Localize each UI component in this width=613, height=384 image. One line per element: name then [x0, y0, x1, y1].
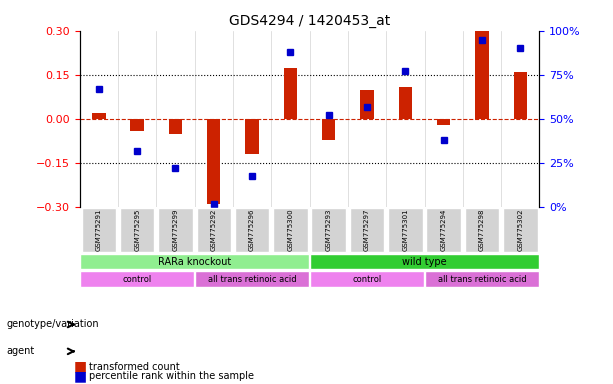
- Bar: [514, 72, 527, 119]
- FancyBboxPatch shape: [80, 271, 194, 287]
- FancyBboxPatch shape: [427, 208, 461, 252]
- Text: GSM775298: GSM775298: [479, 209, 485, 251]
- Bar: [437, 119, 451, 125]
- Text: GSM775299: GSM775299: [172, 209, 178, 251]
- Text: GSM775300: GSM775300: [287, 209, 294, 251]
- FancyBboxPatch shape: [196, 271, 309, 287]
- Bar: [398, 87, 412, 119]
- Text: GSM775296: GSM775296: [249, 209, 255, 251]
- Text: GSM775295: GSM775295: [134, 209, 140, 251]
- Text: GSM775297: GSM775297: [364, 209, 370, 251]
- Text: GSM775294: GSM775294: [441, 209, 447, 251]
- FancyBboxPatch shape: [310, 253, 539, 270]
- Text: agent: agent: [6, 346, 34, 356]
- Text: transformed count: transformed count: [89, 362, 180, 372]
- Bar: [169, 119, 182, 134]
- Text: ■: ■: [74, 360, 86, 374]
- Bar: [131, 119, 144, 131]
- Text: GSM775291: GSM775291: [96, 209, 102, 251]
- Text: all trans retinoic acid: all trans retinoic acid: [438, 275, 527, 284]
- Bar: [475, 31, 489, 119]
- Bar: [322, 119, 335, 140]
- Text: GSM775292: GSM775292: [211, 209, 217, 251]
- Text: genotype/variation: genotype/variation: [6, 319, 99, 329]
- Text: GSM775293: GSM775293: [326, 209, 332, 251]
- Text: GSM775301: GSM775301: [402, 209, 408, 251]
- FancyBboxPatch shape: [273, 208, 308, 252]
- Bar: [207, 119, 221, 204]
- Bar: [284, 68, 297, 119]
- FancyBboxPatch shape: [425, 271, 539, 287]
- FancyBboxPatch shape: [80, 253, 309, 270]
- Text: all trans retinoic acid: all trans retinoic acid: [208, 275, 297, 284]
- Text: ■: ■: [74, 369, 86, 383]
- FancyBboxPatch shape: [311, 208, 346, 252]
- Text: control: control: [123, 275, 152, 284]
- FancyBboxPatch shape: [158, 208, 192, 252]
- Bar: [360, 89, 374, 119]
- FancyBboxPatch shape: [82, 208, 116, 252]
- FancyBboxPatch shape: [235, 208, 269, 252]
- Bar: [92, 113, 105, 119]
- Text: GSM775302: GSM775302: [517, 209, 524, 251]
- FancyBboxPatch shape: [310, 271, 424, 287]
- Text: percentile rank within the sample: percentile rank within the sample: [89, 371, 254, 381]
- Text: RARa knockout: RARa knockout: [158, 257, 231, 266]
- Text: wild type: wild type: [402, 257, 447, 266]
- Bar: [245, 119, 259, 154]
- FancyBboxPatch shape: [388, 208, 422, 252]
- Title: GDS4294 / 1420453_at: GDS4294 / 1420453_at: [229, 14, 390, 28]
- FancyBboxPatch shape: [350, 208, 384, 252]
- Text: control: control: [352, 275, 382, 284]
- FancyBboxPatch shape: [197, 208, 231, 252]
- FancyBboxPatch shape: [503, 208, 538, 252]
- FancyBboxPatch shape: [465, 208, 499, 252]
- FancyBboxPatch shape: [120, 208, 154, 252]
